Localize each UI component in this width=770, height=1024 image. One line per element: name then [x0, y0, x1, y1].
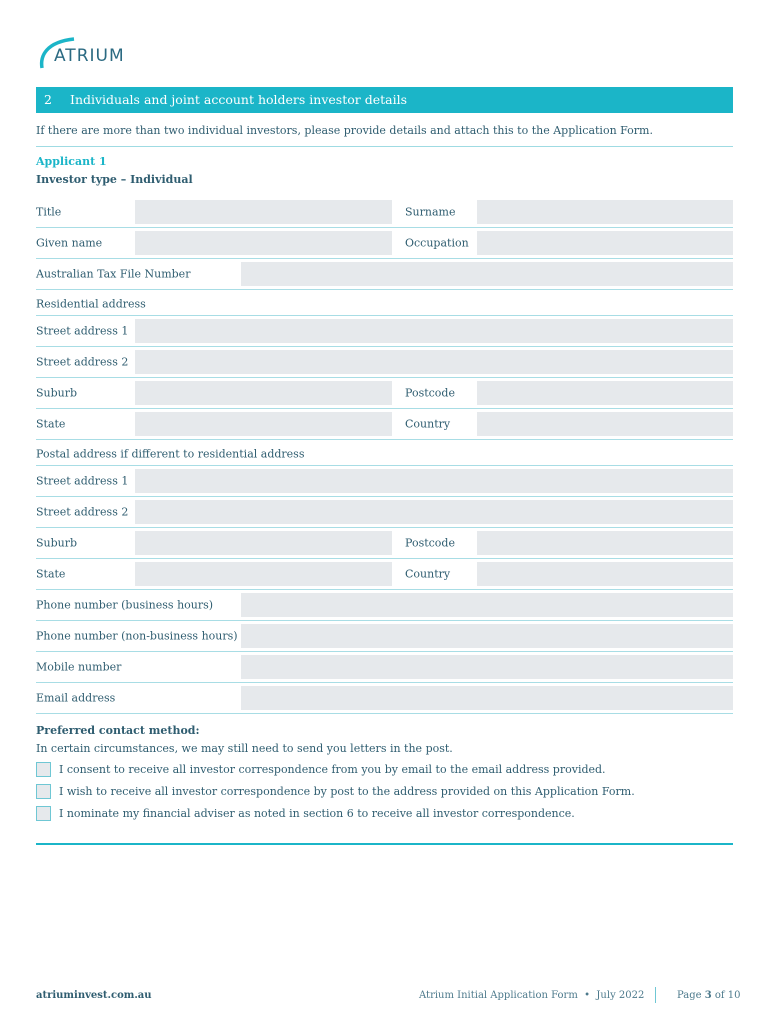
phone-bh-label: Phone number (business hours) — [36, 598, 214, 612]
postal-address-label: Postal address if different to residenti… — [36, 447, 305, 461]
phone-bh-input[interactable] — [241, 593, 733, 617]
row-post-street1: Street address 1 — [36, 466, 733, 497]
row-mobile: Mobile number — [36, 652, 733, 683]
option-email[interactable]: I consent to receive all investor corres… — [36, 761, 733, 777]
checkbox[interactable] — [36, 783, 51, 799]
phone-nbh-label: Phone number (non-business hours) — [36, 629, 238, 643]
residential-address-label: Residential address — [36, 297, 146, 311]
section-number: 2 — [44, 92, 52, 107]
res-street1-input[interactable] — [135, 319, 733, 343]
post-suburb-label: Suburb — [36, 536, 78, 550]
post-street2-input[interactable] — [135, 500, 733, 524]
applicant-heading: Applicant 1 — [36, 155, 107, 168]
row-post-street2: Street address 2 — [36, 497, 733, 528]
row-email: Email address — [36, 683, 733, 714]
option-post[interactable]: I wish to receive all investor correspon… — [36, 783, 733, 799]
page-prefix: Page — [677, 990, 705, 1001]
mobile-input[interactable] — [241, 655, 733, 679]
option-label: I consent to receive all investor corres… — [59, 762, 606, 776]
logo-text: ATRIUM — [54, 46, 125, 66]
res-country-label: Country — [405, 417, 451, 431]
row-res-suburb: Suburb Postcode — [36, 378, 733, 409]
post-state-input[interactable] — [135, 562, 392, 586]
page-number: Page 3 of 10 — [677, 990, 741, 1001]
row-post-state: State Country — [36, 559, 733, 590]
post-postcode-label: Postcode — [405, 536, 455, 550]
post-state-label: State — [36, 567, 66, 581]
given-name-label: Given name — [36, 236, 103, 250]
row-post-suburb: Suburb Postcode — [36, 528, 733, 559]
res-street1-label: Street address 1 — [36, 324, 129, 338]
post-country-input[interactable] — [477, 562, 733, 586]
divider — [36, 146, 733, 147]
applicant-form: Title Surname Given name Occupation Austra… — [36, 197, 733, 714]
title-input[interactable] — [135, 200, 392, 224]
row-tfn: Australian Tax File Number — [36, 259, 733, 290]
res-suburb-input[interactable] — [135, 381, 392, 405]
post-street1-input[interactable] — [135, 469, 733, 493]
post-country-label: Country — [405, 567, 451, 581]
post-street1-label: Street address 1 — [36, 474, 129, 488]
res-postcode-label: Postcode — [405, 386, 455, 400]
footer-doc-title: Atrium Initial Application Form • July 2… — [419, 990, 645, 1001]
res-postcode-input[interactable] — [477, 381, 733, 405]
row-phone-nbh: Phone number (non-business hours) — [36, 621, 733, 652]
occupation-input[interactable] — [477, 231, 733, 255]
contact-subtext: In certain circumstances, we may still n… — [36, 742, 453, 755]
contact-heading: Preferred contact method: — [36, 724, 200, 737]
surname-input[interactable] — [477, 200, 733, 224]
page-current: 3 — [704, 990, 712, 1001]
option-label: I nominate my financial adviser as noted… — [59, 806, 575, 820]
mobile-label: Mobile number — [36, 660, 122, 674]
row-phone-bh: Phone number (business hours) — [36, 590, 733, 621]
post-street2-label: Street address 2 — [36, 505, 129, 519]
checkbox[interactable] — [36, 761, 51, 777]
section-end-divider — [36, 843, 733, 845]
row-residential-heading: Residential address — [36, 290, 733, 316]
res-street2-label: Street address 2 — [36, 355, 129, 369]
post-postcode-input[interactable] — [477, 531, 733, 555]
row-title-surname: Title Surname — [36, 197, 733, 228]
email-label: Email address — [36, 691, 116, 705]
occupation-label: Occupation — [405, 236, 469, 250]
row-given-occupation: Given name Occupation — [36, 228, 733, 259]
phone-nbh-input[interactable] — [241, 624, 733, 648]
surname-label: Surname — [405, 205, 456, 219]
option-label: I wish to receive all investor correspon… — [59, 784, 635, 798]
row-postal-heading: Postal address if different to residenti… — [36, 440, 733, 466]
res-country-input[interactable] — [477, 412, 733, 436]
investor-type: Investor type – Individual — [36, 173, 193, 186]
given-name-input[interactable] — [135, 231, 392, 255]
section-header: 2 Individuals and joint account holders i… — [36, 87, 733, 113]
res-state-input[interactable] — [135, 412, 392, 436]
res-street2-input[interactable] — [135, 350, 733, 374]
section-title: Individuals and joint account holders in… — [70, 92, 407, 107]
footer-website: atriuminvest.com.au — [36, 990, 152, 1001]
atrium-logo: ATRIUM — [36, 36, 136, 69]
row-res-street1: Street address 1 — [36, 316, 733, 347]
row-res-state: State Country — [36, 409, 733, 440]
tfn-label: Australian Tax File Number — [36, 267, 191, 281]
title-label: Title — [36, 205, 62, 219]
res-state-label: State — [36, 417, 66, 431]
option-adviser[interactable]: I nominate my financial adviser as noted… — [36, 805, 733, 821]
intro-text: If there are more than two individual in… — [36, 124, 653, 137]
tfn-input[interactable] — [241, 262, 733, 286]
footer-divider — [655, 987, 656, 1003]
contact-method: Preferred contact method: In certain cir… — [36, 724, 733, 821]
page-total: of 10 — [711, 990, 741, 1001]
res-suburb-label: Suburb — [36, 386, 78, 400]
row-res-street2: Street address 2 — [36, 347, 733, 378]
post-suburb-input[interactable] — [135, 531, 392, 555]
email-input[interactable] — [241, 686, 733, 710]
checkbox[interactable] — [36, 805, 51, 821]
